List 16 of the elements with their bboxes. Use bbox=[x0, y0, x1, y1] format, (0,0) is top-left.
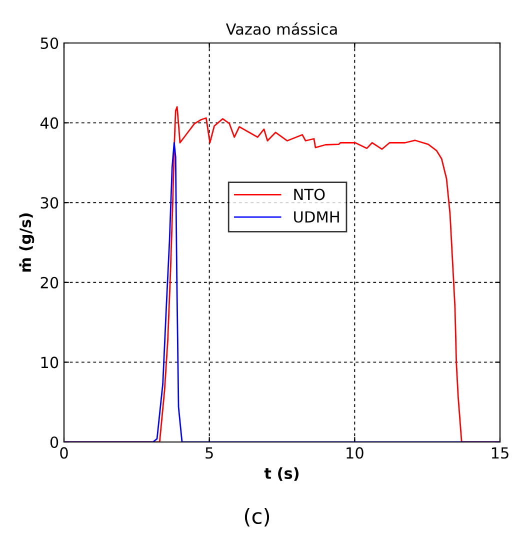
y-tick-label: 0 bbox=[50, 436, 58, 448]
y-tick-label: 20 bbox=[40, 276, 58, 288]
x-tick-label: 10 bbox=[346, 447, 364, 459]
x-tick-label: 5 bbox=[206, 447, 213, 459]
x-tick-label: 0 bbox=[60, 447, 68, 459]
y-tick-label: 10 bbox=[41, 356, 58, 368]
y-tick-label: 50 bbox=[40, 37, 58, 50]
x-tick-label: 15 bbox=[492, 447, 508, 459]
y-tick-label: 30 bbox=[40, 197, 58, 209]
x-axis-title: t (s) bbox=[264, 467, 299, 481]
text: (c) bbox=[244, 508, 270, 526]
legend-label: NTO bbox=[294, 188, 325, 200]
chart-title: Vazao mássica bbox=[226, 22, 337, 35]
y-axis-title: ṁ (g/s) bbox=[19, 213, 34, 272]
y-tick-label: 40 bbox=[40, 117, 58, 129]
legend-label: UDMH bbox=[294, 211, 339, 223]
